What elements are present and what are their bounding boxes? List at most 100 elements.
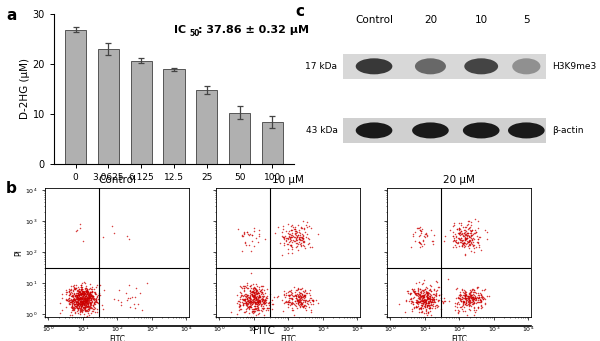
- Point: [85, 292, 95, 297]
- Point: [88, 305, 97, 311]
- Point: [421, 298, 430, 303]
- Point: [460, 292, 469, 298]
- Point: [451, 303, 460, 308]
- Point: [81, 289, 91, 294]
- Point: [292, 229, 301, 235]
- Point: [256, 297, 265, 303]
- Point: [248, 309, 258, 314]
- Point: [461, 235, 471, 240]
- Text: H3K9me3: H3K9me3: [552, 62, 596, 71]
- Point: [469, 232, 478, 237]
- Point: [85, 299, 95, 304]
- Point: [464, 297, 473, 303]
- Point: [83, 298, 92, 303]
- Point: [433, 284, 443, 290]
- Point: [411, 304, 421, 309]
- Point: [262, 295, 271, 301]
- Point: [262, 302, 271, 308]
- Point: [463, 240, 472, 246]
- Point: [71, 299, 81, 305]
- Point: [473, 304, 483, 309]
- Point: [250, 303, 260, 309]
- Point: [416, 304, 426, 309]
- Point: [242, 296, 252, 302]
- Point: [248, 302, 257, 307]
- Point: [463, 230, 473, 235]
- Point: [284, 292, 293, 298]
- Point: [308, 244, 317, 250]
- Point: [464, 302, 473, 307]
- Point: [411, 304, 421, 309]
- Point: [418, 281, 427, 286]
- Point: [78, 292, 88, 297]
- Point: [244, 292, 253, 298]
- Text: : 37.86 ± 0.32 μM: : 37.86 ± 0.32 μM: [198, 25, 309, 35]
- Point: [257, 305, 267, 311]
- Point: [242, 306, 252, 311]
- Point: [299, 289, 309, 294]
- Point: [466, 228, 476, 234]
- Point: [468, 300, 478, 306]
- Point: [79, 290, 88, 295]
- Point: [454, 231, 464, 236]
- Point: [466, 290, 476, 295]
- Point: [242, 314, 252, 320]
- Point: [293, 298, 302, 304]
- Point: [429, 299, 439, 305]
- Point: [477, 287, 487, 293]
- Point: [434, 293, 444, 298]
- Point: [76, 291, 86, 296]
- Point: [419, 298, 428, 303]
- Point: [468, 291, 478, 296]
- Point: [296, 290, 306, 295]
- Point: [74, 300, 83, 306]
- Point: [90, 296, 100, 302]
- Point: [79, 292, 89, 297]
- Point: [418, 297, 427, 302]
- Point: [291, 294, 301, 299]
- Point: [472, 239, 481, 244]
- Point: [409, 286, 419, 292]
- Point: [259, 301, 269, 306]
- Point: [238, 294, 248, 299]
- Point: [248, 293, 258, 298]
- Point: [83, 294, 92, 300]
- Point: [287, 290, 296, 295]
- Point: [84, 295, 94, 300]
- Point: [71, 298, 80, 304]
- Point: [421, 304, 430, 310]
- Point: [451, 234, 461, 239]
- FancyBboxPatch shape: [343, 54, 546, 79]
- Point: [420, 299, 430, 305]
- Point: [290, 293, 300, 298]
- Point: [463, 295, 473, 301]
- Point: [475, 299, 484, 305]
- Point: [80, 298, 90, 303]
- Point: [261, 297, 271, 302]
- Point: [82, 300, 91, 305]
- Point: [454, 232, 464, 237]
- Point: [298, 292, 307, 298]
- Point: [419, 294, 428, 299]
- Point: [242, 295, 252, 300]
- Point: [278, 227, 288, 232]
- Point: [77, 309, 87, 314]
- Point: [252, 297, 262, 303]
- Point: [464, 233, 474, 238]
- Point: [413, 299, 423, 305]
- Point: [440, 295, 449, 301]
- Point: [423, 299, 433, 305]
- Point: [70, 303, 79, 308]
- Point: [77, 291, 87, 297]
- Point: [428, 292, 438, 297]
- Point: [296, 300, 306, 306]
- Point: [263, 306, 272, 311]
- Point: [83, 308, 92, 313]
- Point: [78, 299, 88, 304]
- Point: [286, 227, 296, 233]
- Point: [287, 307, 296, 312]
- Point: [73, 301, 82, 307]
- Point: [79, 302, 89, 308]
- Point: [467, 227, 477, 232]
- Point: [70, 301, 80, 307]
